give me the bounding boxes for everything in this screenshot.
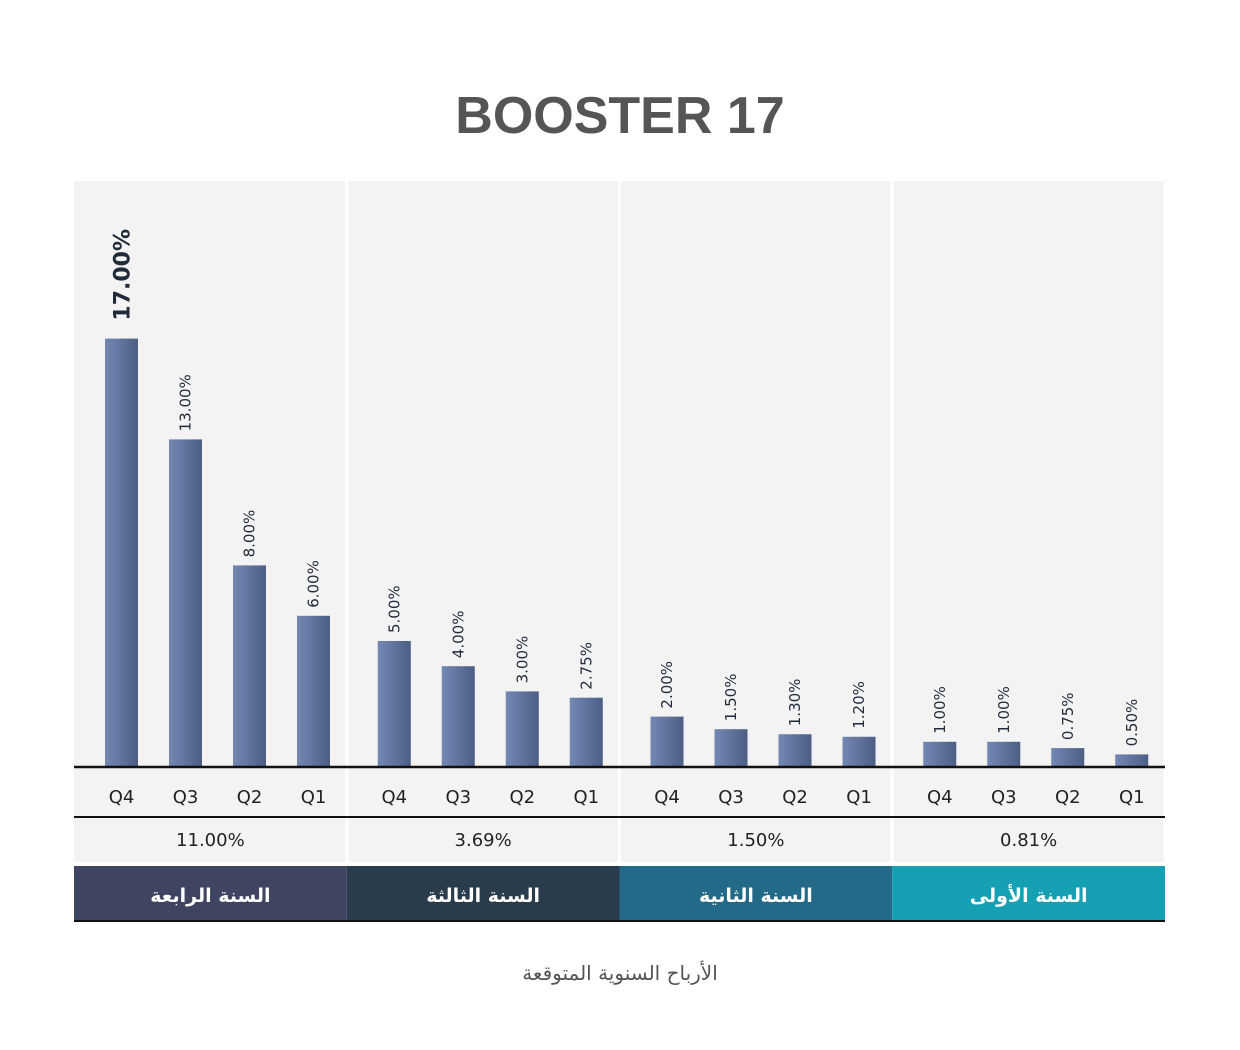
bar-value-label: 8.00% [241, 510, 259, 558]
quarter-label: Q2 [782, 787, 808, 808]
bar-value-label: 1.50% [722, 674, 740, 722]
year-bands: السنة الرابعة السنة الثالثة السنة الثانية ا… [74, 866, 1165, 920]
bar-value-label: 1.20% [850, 681, 868, 729]
quarter-label: Q1 [846, 787, 872, 808]
year-label: السنة الثانية [699, 885, 813, 907]
quarter-label: Q4 [109, 787, 135, 808]
chart-caption: الأرباح السنوية المتوقعة [522, 961, 718, 985]
quarter-label: Q1 [1119, 787, 1145, 808]
bar [1115, 754, 1149, 767]
bar [842, 736, 876, 767]
bar [297, 615, 330, 767]
bar [650, 716, 684, 767]
quarter-label: Q4 [654, 787, 680, 808]
bar [714, 729, 748, 767]
bar-value-label: 3.00% [513, 636, 531, 684]
bar [105, 338, 138, 767]
quarter-label: Q3 [445, 787, 471, 808]
quarter-labels: Q4 Q3 Q2 Q1 Q4 Q3 Q2 Q1 Q4 Q3 Q2 Q1 Q4 Q3 Q2 Q1 [109, 787, 1145, 808]
value-labels: 17.00% 13.00% 8.00% 6.00% 5.00% 4.00% 3.00% 2.7… [111, 229, 1141, 746]
bar-value-label: 0.75% [1059, 692, 1077, 740]
chart-title: BOOSTER 17 [455, 87, 784, 145]
quarter-label: Q3 [991, 787, 1017, 808]
year-label: السنة الأولى [970, 884, 1088, 907]
bar-value-label: 2.00% [658, 661, 676, 709]
year-label: السنة الرابعة [150, 885, 270, 907]
bar-value-label: 17.00% [111, 229, 136, 321]
year-average-label: 1.50% [727, 830, 784, 851]
bar-value-label: 13.00% [177, 374, 195, 431]
bar-value-label: 2.75% [577, 642, 595, 690]
bar [441, 666, 475, 767]
year-band [619, 866, 893, 920]
bar [569, 697, 603, 767]
bar [923, 741, 957, 767]
quarter-label: Q2 [1055, 787, 1081, 808]
year-label: السنة الثالثة [426, 885, 540, 907]
quarter-label: Q2 [509, 787, 535, 808]
year-average-label: 0.81% [1000, 830, 1057, 851]
year-average-label: 11.00% [176, 830, 245, 851]
quarter-label: Q2 [237, 787, 263, 808]
average-row: 11.00% 3.69% 1.50% 0.81% [176, 830, 1057, 851]
quarter-label: Q3 [718, 787, 744, 808]
quarter-label: Q4 [927, 787, 953, 808]
quarter-label: Q1 [573, 787, 599, 808]
bar [169, 439, 202, 767]
bar [778, 734, 812, 767]
bar [377, 641, 411, 767]
axis-lines [74, 765, 1165, 922]
bar-value-label: 1.00% [995, 686, 1013, 734]
bar [987, 741, 1021, 767]
quarter-label: Q3 [173, 787, 199, 808]
bar-value-label: 4.00% [449, 611, 467, 659]
bar [1051, 748, 1085, 767]
quarter-label: Q4 [381, 787, 407, 808]
year-band [74, 866, 347, 920]
year-average-label: 3.69% [455, 830, 512, 851]
year-band [346, 866, 620, 920]
bar-value-label: 5.00% [385, 585, 403, 633]
bar-value-label: 6.00% [305, 560, 323, 608]
year-band [892, 866, 1165, 920]
bar-value-label: 0.50% [1123, 699, 1141, 747]
quarter-label: Q1 [301, 787, 327, 808]
bar [233, 565, 266, 767]
bar [505, 691, 539, 767]
bar-value-label: 1.30% [786, 679, 804, 727]
bar-value-label: 1.00% [931, 686, 949, 734]
bars [105, 338, 1149, 767]
